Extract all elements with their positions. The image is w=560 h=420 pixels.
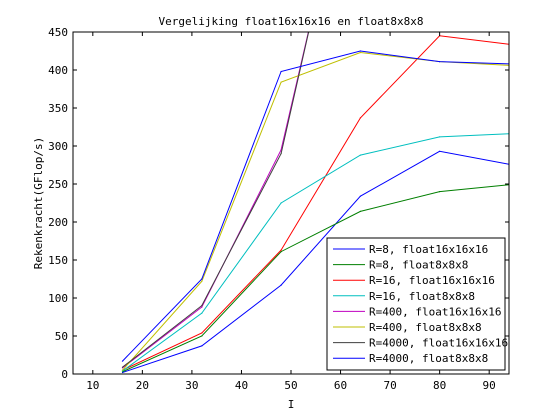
data-point: [122, 367, 123, 368]
legend: R=8, float16x16x16 R=8, float8x8x8 R=16, f…: [327, 238, 508, 370]
legend-label: R=16, float16x16x16: [369, 274, 495, 287]
data-point: [281, 250, 282, 251]
x-tick-label: 10: [86, 379, 99, 392]
y-tick-label: 100: [48, 292, 68, 305]
x-tick-label: 90: [483, 379, 496, 392]
legend-label: R=400, float16x16x16: [369, 305, 501, 318]
y-tick-label: 50: [55, 330, 68, 343]
data-point: [201, 313, 202, 314]
data-point: [281, 153, 282, 154]
data-point: [439, 151, 440, 152]
y-tick-label: 0: [61, 368, 68, 381]
data-point: [201, 305, 202, 306]
data-point: [201, 345, 202, 346]
data-point: [360, 52, 361, 53]
data-point: [360, 50, 361, 51]
x-tick-label: 80: [433, 379, 446, 392]
data-point: [281, 82, 282, 83]
x-tick-label: 40: [235, 379, 248, 392]
legend-label: R=8, float16x16x16: [369, 243, 488, 256]
data-point: [360, 117, 361, 118]
y-axis-label: Rekenkracht(GFlop/s): [32, 137, 45, 269]
x-tick-label: 30: [185, 379, 198, 392]
data-point: [201, 281, 202, 282]
data-point: [439, 61, 440, 62]
legend-label: R=8, float8x8x8: [369, 259, 468, 272]
data-point: [439, 191, 440, 192]
data-point: [201, 278, 202, 279]
legend-label: R=400, float8x8x8: [369, 321, 482, 334]
legend-label: R=16, float8x8x8: [369, 290, 475, 303]
legend-label: R=4000, float16x16x16: [369, 337, 508, 350]
y-tick-label: 150: [48, 254, 68, 267]
y-tick-label: 450: [48, 26, 68, 39]
x-axis-label: I: [288, 398, 295, 411]
chart-title: Vergelijking float16x16x16 en float8x8x8: [159, 15, 424, 28]
y-tick-label: 400: [48, 64, 68, 77]
data-point: [360, 155, 361, 156]
y-tick-label: 200: [48, 216, 68, 229]
legend-label: R=4000, float8x8x8: [369, 352, 488, 365]
x-tick-label: 60: [334, 379, 347, 392]
y-tick-label: 250: [48, 178, 68, 191]
x-tick-label: 50: [284, 379, 297, 392]
data-point: [201, 335, 202, 336]
data-point: [122, 370, 123, 371]
data-point: [439, 136, 440, 137]
data-point: [360, 211, 361, 212]
y-tick-label: 350: [48, 102, 68, 115]
x-tick-label: 70: [383, 379, 396, 392]
data-point: [281, 71, 282, 72]
data-point: [201, 332, 202, 333]
data-point: [360, 196, 361, 197]
data-point: [122, 361, 123, 362]
data-point: [281, 285, 282, 286]
x-tick-label: 20: [136, 379, 149, 392]
data-point: [201, 307, 202, 308]
data-point: [281, 202, 282, 203]
y-tick-label: 300: [48, 140, 68, 153]
